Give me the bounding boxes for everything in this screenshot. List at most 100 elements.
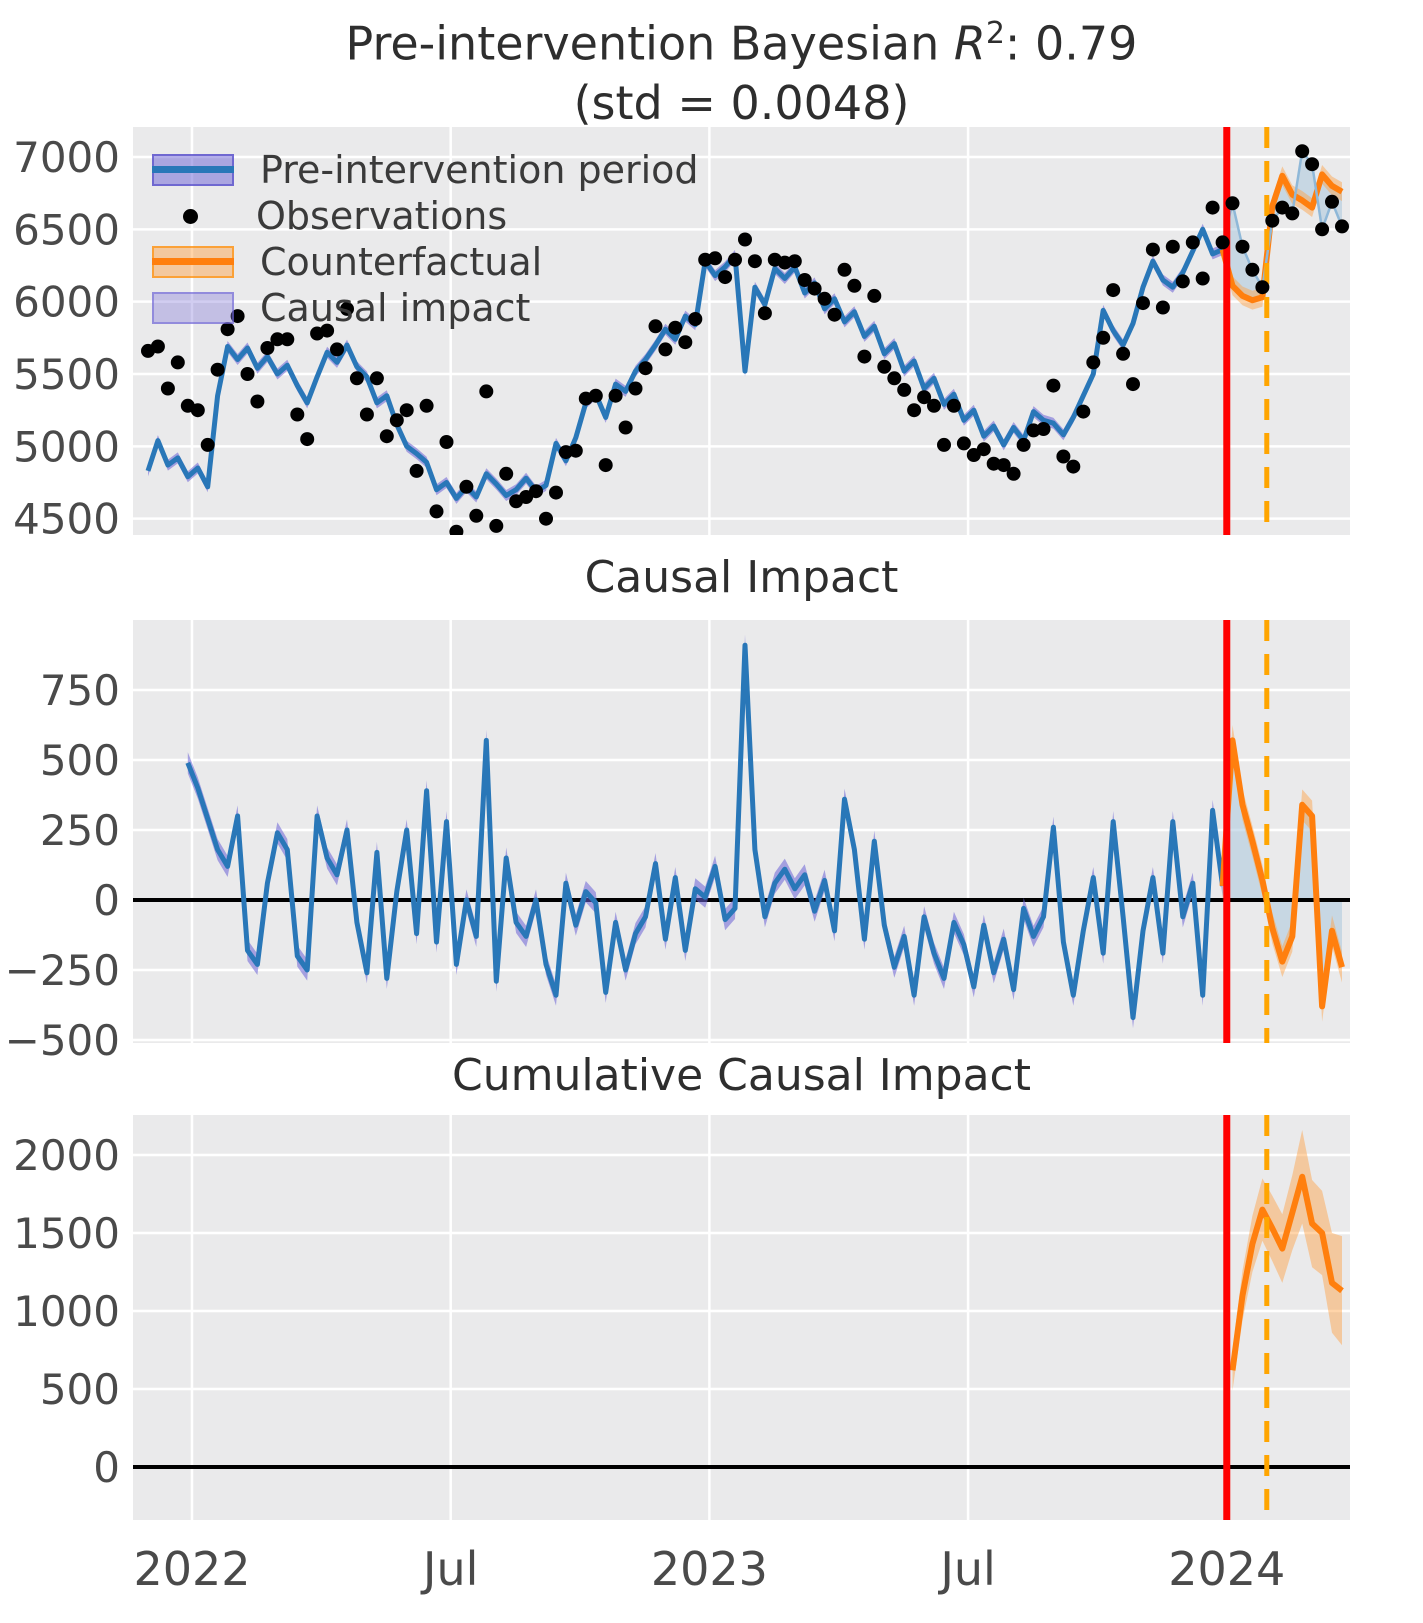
observation-dot	[588, 388, 603, 403]
observation-dot	[190, 403, 205, 418]
observation-dot	[349, 371, 364, 386]
observation-dots	[141, 144, 1349, 535]
x-tick-label: Jul	[937, 1542, 996, 1596]
observation-dot	[1245, 262, 1260, 277]
impact-pre-line	[185, 642, 1226, 1021]
observation-dot	[648, 319, 663, 334]
legend-label: Causal impact	[260, 286, 531, 330]
observation-dot	[937, 437, 951, 452]
observation-dot	[409, 463, 424, 478]
observation-dot	[1016, 437, 1031, 452]
observation-dot	[210, 362, 225, 377]
cumulative-band	[1232, 1130, 1342, 1391]
observation-dot	[160, 381, 175, 396]
middle-panel-title: Causal Impact	[584, 552, 899, 603]
observation-dot	[1255, 280, 1270, 295]
observation-dot	[718, 270, 733, 285]
legend-label: Observations	[256, 194, 508, 238]
x-tick-label: 2023	[651, 1542, 768, 1596]
legend-label: Counterfactual	[260, 240, 543, 284]
observation-dot	[1165, 239, 1180, 254]
observation-dot	[489, 518, 504, 533]
orange-band-swatch-icon	[152, 246, 234, 278]
y-tick-label: 7000	[13, 133, 120, 182]
observation-dot	[678, 335, 693, 350]
observation-dot	[837, 262, 852, 277]
observation-dot	[479, 384, 494, 399]
legend-item-causal-impact: Causal impact	[152, 288, 699, 328]
legend-item-counterfactual: Counterfactual	[152, 242, 699, 282]
y-tick-label: 250	[40, 806, 120, 855]
observation-dot	[1205, 200, 1220, 215]
observation-dot	[280, 332, 295, 347]
observation-dot	[270, 332, 285, 347]
observation-dot	[290, 407, 305, 422]
observation-dot	[1295, 144, 1310, 159]
y-tick-label: 1000	[13, 1287, 120, 1336]
observation-dot	[549, 485, 563, 500]
observation-dot	[747, 254, 762, 269]
observation-dot	[708, 251, 723, 266]
observation-dot	[618, 420, 633, 435]
observation-dot	[1285, 206, 1300, 221]
y-tick-label: 500	[40, 1365, 120, 1414]
observation-dot	[469, 508, 484, 523]
y-tick-label: 500	[40, 736, 120, 785]
cumulative-impact-panel-background	[133, 1115, 1350, 1520]
observation-dot	[1265, 213, 1280, 228]
observation-dot	[1215, 235, 1230, 250]
observation-dot	[1006, 466, 1021, 481]
y-tick-label: 750	[40, 666, 120, 715]
x-tick-labels: 2022 Jul 2023 Jul 2024	[133, 1542, 1285, 1596]
observation-dot	[1036, 422, 1051, 436]
observation-dot	[449, 524, 464, 535]
observation-dot	[240, 367, 255, 381]
observation-dot	[608, 388, 623, 403]
y-tick-label: 4500	[13, 495, 120, 544]
legend: Pre-intervention period Observations Cou…	[152, 150, 699, 334]
pointwise-impact-series	[133, 634, 1350, 1029]
title-prefix: Pre-intervention Bayesian	[345, 16, 954, 71]
observation-dot	[230, 309, 245, 324]
y-tick-label: 1500	[13, 1209, 120, 1258]
observation-dot	[907, 403, 922, 418]
observation-dot	[1046, 378, 1061, 393]
observation-dot	[539, 511, 553, 526]
observation-dot	[887, 371, 902, 386]
observation-dot	[439, 435, 454, 449]
observation-dot	[638, 361, 653, 376]
observation-dot	[1185, 235, 1200, 250]
observation-dot	[499, 466, 514, 481]
observation-dot	[757, 306, 772, 321]
observation-dot	[1145, 242, 1160, 257]
observation-dot	[1096, 330, 1111, 345]
x-tick-label: 2022	[133, 1542, 250, 1596]
observed-y-tick-labels: 7000 6500 6000 5500 5000 4500	[13, 133, 120, 544]
top-panel-subtitle: (std = 0.0048)	[573, 76, 910, 130]
observation-dot	[330, 342, 344, 357]
observation-dot	[359, 407, 374, 422]
observation-dot	[320, 323, 335, 338]
observation-dot	[220, 322, 235, 337]
observation-dot	[877, 359, 892, 374]
observation-dot	[250, 394, 265, 409]
causal-impact-area	[1222, 151, 1342, 301]
observation-dot	[807, 281, 822, 296]
x-tick-label: 2024	[1168, 1542, 1285, 1596]
pointwise-impact-panel	[133, 620, 1350, 1043]
observation-dot	[340, 301, 354, 316]
x-tick-label: Jul	[420, 1542, 479, 1596]
observation-dot	[688, 312, 703, 326]
observation-dot	[1116, 346, 1131, 361]
bottom-panel-title: Cumulative Causal Impact	[452, 1050, 1031, 1101]
observation-dot	[568, 443, 583, 458]
observation-dot	[847, 278, 862, 293]
black-dot-swatch-icon	[152, 202, 230, 230]
y-tick-label: 0	[93, 876, 120, 925]
observation-dot	[927, 398, 941, 413]
observation-dot	[728, 252, 742, 267]
observation-dot	[150, 339, 165, 354]
title-exponent: 2	[985, 16, 1005, 51]
observation-dot	[598, 458, 613, 473]
observation-dot	[1335, 219, 1349, 234]
